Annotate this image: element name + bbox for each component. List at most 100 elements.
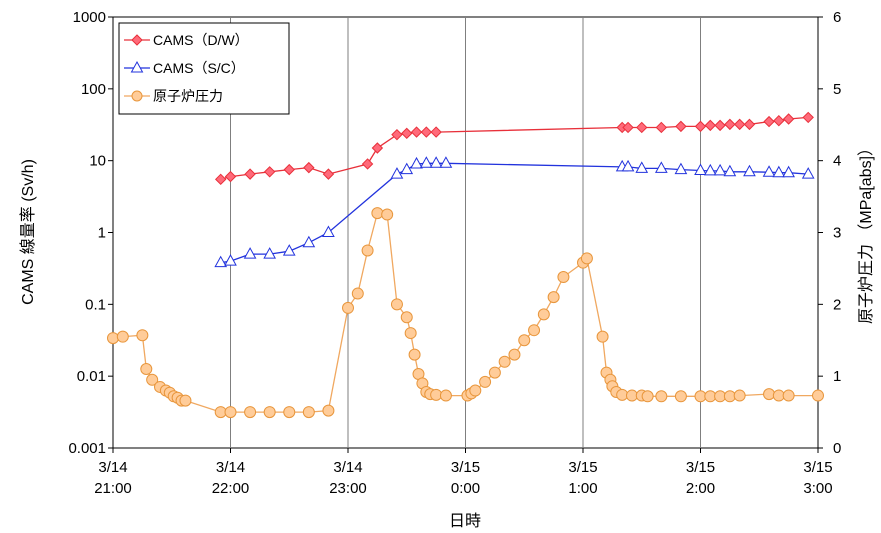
data-point-cams-dw — [743, 118, 756, 131]
legend-label-pressure: 原子炉圧力 — [153, 88, 223, 104]
data-point-pressure — [469, 384, 482, 397]
data-point-cams-sc — [419, 156, 433, 168]
data-point-cams-sc — [263, 247, 277, 259]
y-right-tick-label: 4 — [833, 153, 841, 170]
data-point-pressure — [782, 389, 795, 402]
data-point-cams-sc — [713, 163, 727, 176]
data-point-pressure — [557, 271, 570, 284]
x-tick-label-time: 0:00 — [451, 480, 480, 497]
data-point-pressure — [733, 389, 746, 402]
axes: 3/1421:003/1422:003/1423:003/150:003/151… — [68, 9, 841, 497]
data-point-cams-dw — [401, 127, 413, 140]
x-tick-label-time: 2:00 — [686, 480, 715, 497]
data-point-cams-sc — [224, 254, 237, 266]
data-point-cams-dw — [724, 118, 736, 131]
x-tick-label-time: 23:00 — [329, 480, 367, 497]
data-point-cams-sc — [400, 162, 414, 175]
data-point-pressure — [224, 406, 237, 419]
data-point-cams-dw — [622, 121, 634, 134]
data-point-cams-sc — [439, 156, 453, 168]
data-point-cams-sc — [801, 167, 815, 179]
data-point-cams-sc — [782, 165, 795, 178]
x-tick-label-date: 3/14 — [333, 459, 362, 476]
y-axis-right-title: 原子炉圧力 （MPa[abs]） — [857, 140, 875, 324]
data-point-cams-sc — [635, 161, 649, 173]
x-tick-label-date: 3/14 — [216, 459, 245, 476]
data-point-cams-sc — [694, 163, 707, 175]
data-point-cams-sc — [429, 156, 443, 168]
data-point-cams-sc — [214, 255, 228, 268]
data-point-cams-dw — [420, 126, 433, 138]
data-point-cams-dw — [430, 126, 442, 138]
x-tick-label-time: 21:00 — [94, 480, 132, 497]
data-point-cams-sc — [772, 165, 786, 178]
x-axis-title: 日時 — [449, 512, 481, 530]
y-left-tick-label: 1000 — [73, 9, 106, 26]
data-point-pressure — [381, 208, 394, 221]
data-point-pressure — [390, 298, 403, 311]
x-tick-label-date: 3/15 — [686, 459, 715, 476]
data-point-cams-dw — [410, 126, 423, 138]
data-point-cams-dw — [655, 121, 668, 134]
data-point-cams-sc — [322, 225, 335, 237]
data-point-cams-dw — [782, 113, 795, 125]
y-left-tick-label: 0.1 — [85, 296, 106, 313]
data-point-cams-dw — [322, 168, 335, 180]
x-tick-label-time: 1:00 — [568, 480, 597, 497]
y-left-tick-label: 100 — [81, 81, 106, 98]
data-point-cams-sc — [654, 161, 668, 173]
data-point-pressure — [361, 244, 374, 257]
data-point-cams-dw — [733, 118, 746, 131]
data-point-pressure — [488, 366, 501, 379]
data-point-pressure — [404, 327, 417, 340]
data-point-cams-dw — [802, 111, 814, 124]
x-tick-label-time: 3:00 — [803, 480, 832, 497]
data-point-cams-dw — [371, 142, 384, 154]
y-right-tick-label: 1 — [833, 368, 841, 385]
y-left-tick-label: 0.01 — [77, 368, 106, 385]
x-tick-label-date: 3/15 — [803, 459, 832, 476]
data-point-cams-sc — [674, 162, 688, 175]
y-left-tick-label: 1 — [98, 225, 106, 242]
data-point-pressure — [580, 252, 593, 265]
data-point-cams-dw — [773, 114, 785, 127]
data-point-pressure — [302, 406, 315, 419]
data-point-cams-dw — [675, 120, 687, 133]
y-axis-left-title: CAMS 線量率 (Sv/h) — [19, 159, 37, 305]
data-point-pressure — [641, 390, 654, 403]
data-point-cams-dw — [714, 119, 726, 132]
data-point-cams-dw — [303, 161, 315, 174]
data-point-cams-dw — [244, 168, 256, 180]
data-point-pressure — [498, 355, 511, 368]
data-point-pressure — [674, 390, 687, 403]
x-tick-label-time: 22:00 — [212, 480, 250, 497]
y-right-tick-label: 5 — [833, 81, 841, 98]
data-point-pressure — [371, 207, 384, 220]
data-point-pressure — [322, 404, 335, 417]
y-left-tick-label: 10 — [89, 153, 106, 170]
data-point-cams-sc — [282, 244, 296, 256]
data-point-cams-dw — [224, 170, 237, 183]
data-point-pressure — [596, 330, 609, 343]
data-point-pressure — [518, 334, 531, 347]
legend-item-cams-dw: CAMS（D/W） — [124, 32, 249, 48]
triangle-marker-icon — [130, 60, 144, 73]
data-point-pressure — [263, 406, 276, 419]
data-point-pressure — [537, 308, 550, 321]
data-point-pressure — [400, 311, 413, 324]
data-point-cams-sc — [410, 156, 423, 169]
data-point-cams-sc — [703, 163, 717, 176]
data-point-cams-dw — [391, 128, 403, 141]
data-point-pressure — [408, 348, 421, 361]
y-left-tick-label: 0.001 — [68, 440, 106, 457]
data-point-pressure — [439, 389, 452, 402]
data-point-pressure — [812, 389, 824, 402]
data-point-pressure — [655, 390, 668, 403]
data-point-cams-sc — [621, 159, 635, 172]
data-point-cams-sc — [243, 247, 257, 259]
data-point-pressure — [528, 324, 541, 337]
legend: CAMS（D/W） CAMS（S/C） 原子炉圧力 — [118, 22, 290, 115]
data-point-pressure — [116, 330, 129, 343]
data-point-cams-dw — [704, 119, 716, 132]
